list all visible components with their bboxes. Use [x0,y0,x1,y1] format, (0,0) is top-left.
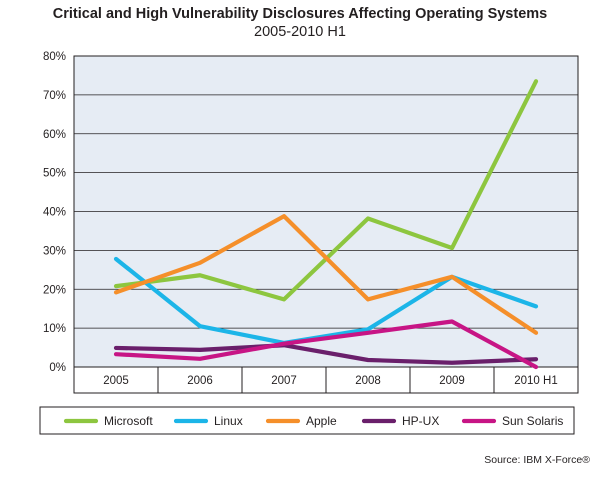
y-tick-label: 30% [43,245,66,257]
source-note: Source: IBM X-Force® [484,454,590,466]
series-line-apple [113,214,539,335]
x-tick-label: 2009 [439,375,465,387]
x-tick-label: 2006 [187,375,213,387]
y-tick-label: 70% [43,90,66,102]
legend-label: Linux [214,414,243,428]
chart-subtitle: 2005-2010 H1 [254,24,346,40]
y-tick-label: 80% [43,51,66,63]
x-tick-label: 2010 H1 [514,375,557,387]
legend-label: HP-UX [402,414,439,428]
series-line-sun-solaris [113,319,539,370]
legend-label: Apple [306,414,337,428]
x-tick-label: 2008 [355,375,381,387]
y-tick-label: 20% [43,284,66,296]
x-tick-label: 2007 [271,375,297,387]
y-tick-label: 60% [43,129,66,141]
legend-label: Microsoft [104,414,153,428]
chart-title: Critical and High Vulnerability Disclosu… [52,6,548,22]
y-tick-label: 10% [43,323,66,335]
series-line-hp-ux [113,343,539,365]
series-line-linux [113,256,539,345]
x-tick-label: 2005 [103,375,129,387]
legend-label: Sun Solaris [502,414,563,428]
y-tick-label: 0% [49,362,66,374]
y-tick-label: 50% [43,168,66,180]
y-tick-label: 40% [43,207,66,219]
